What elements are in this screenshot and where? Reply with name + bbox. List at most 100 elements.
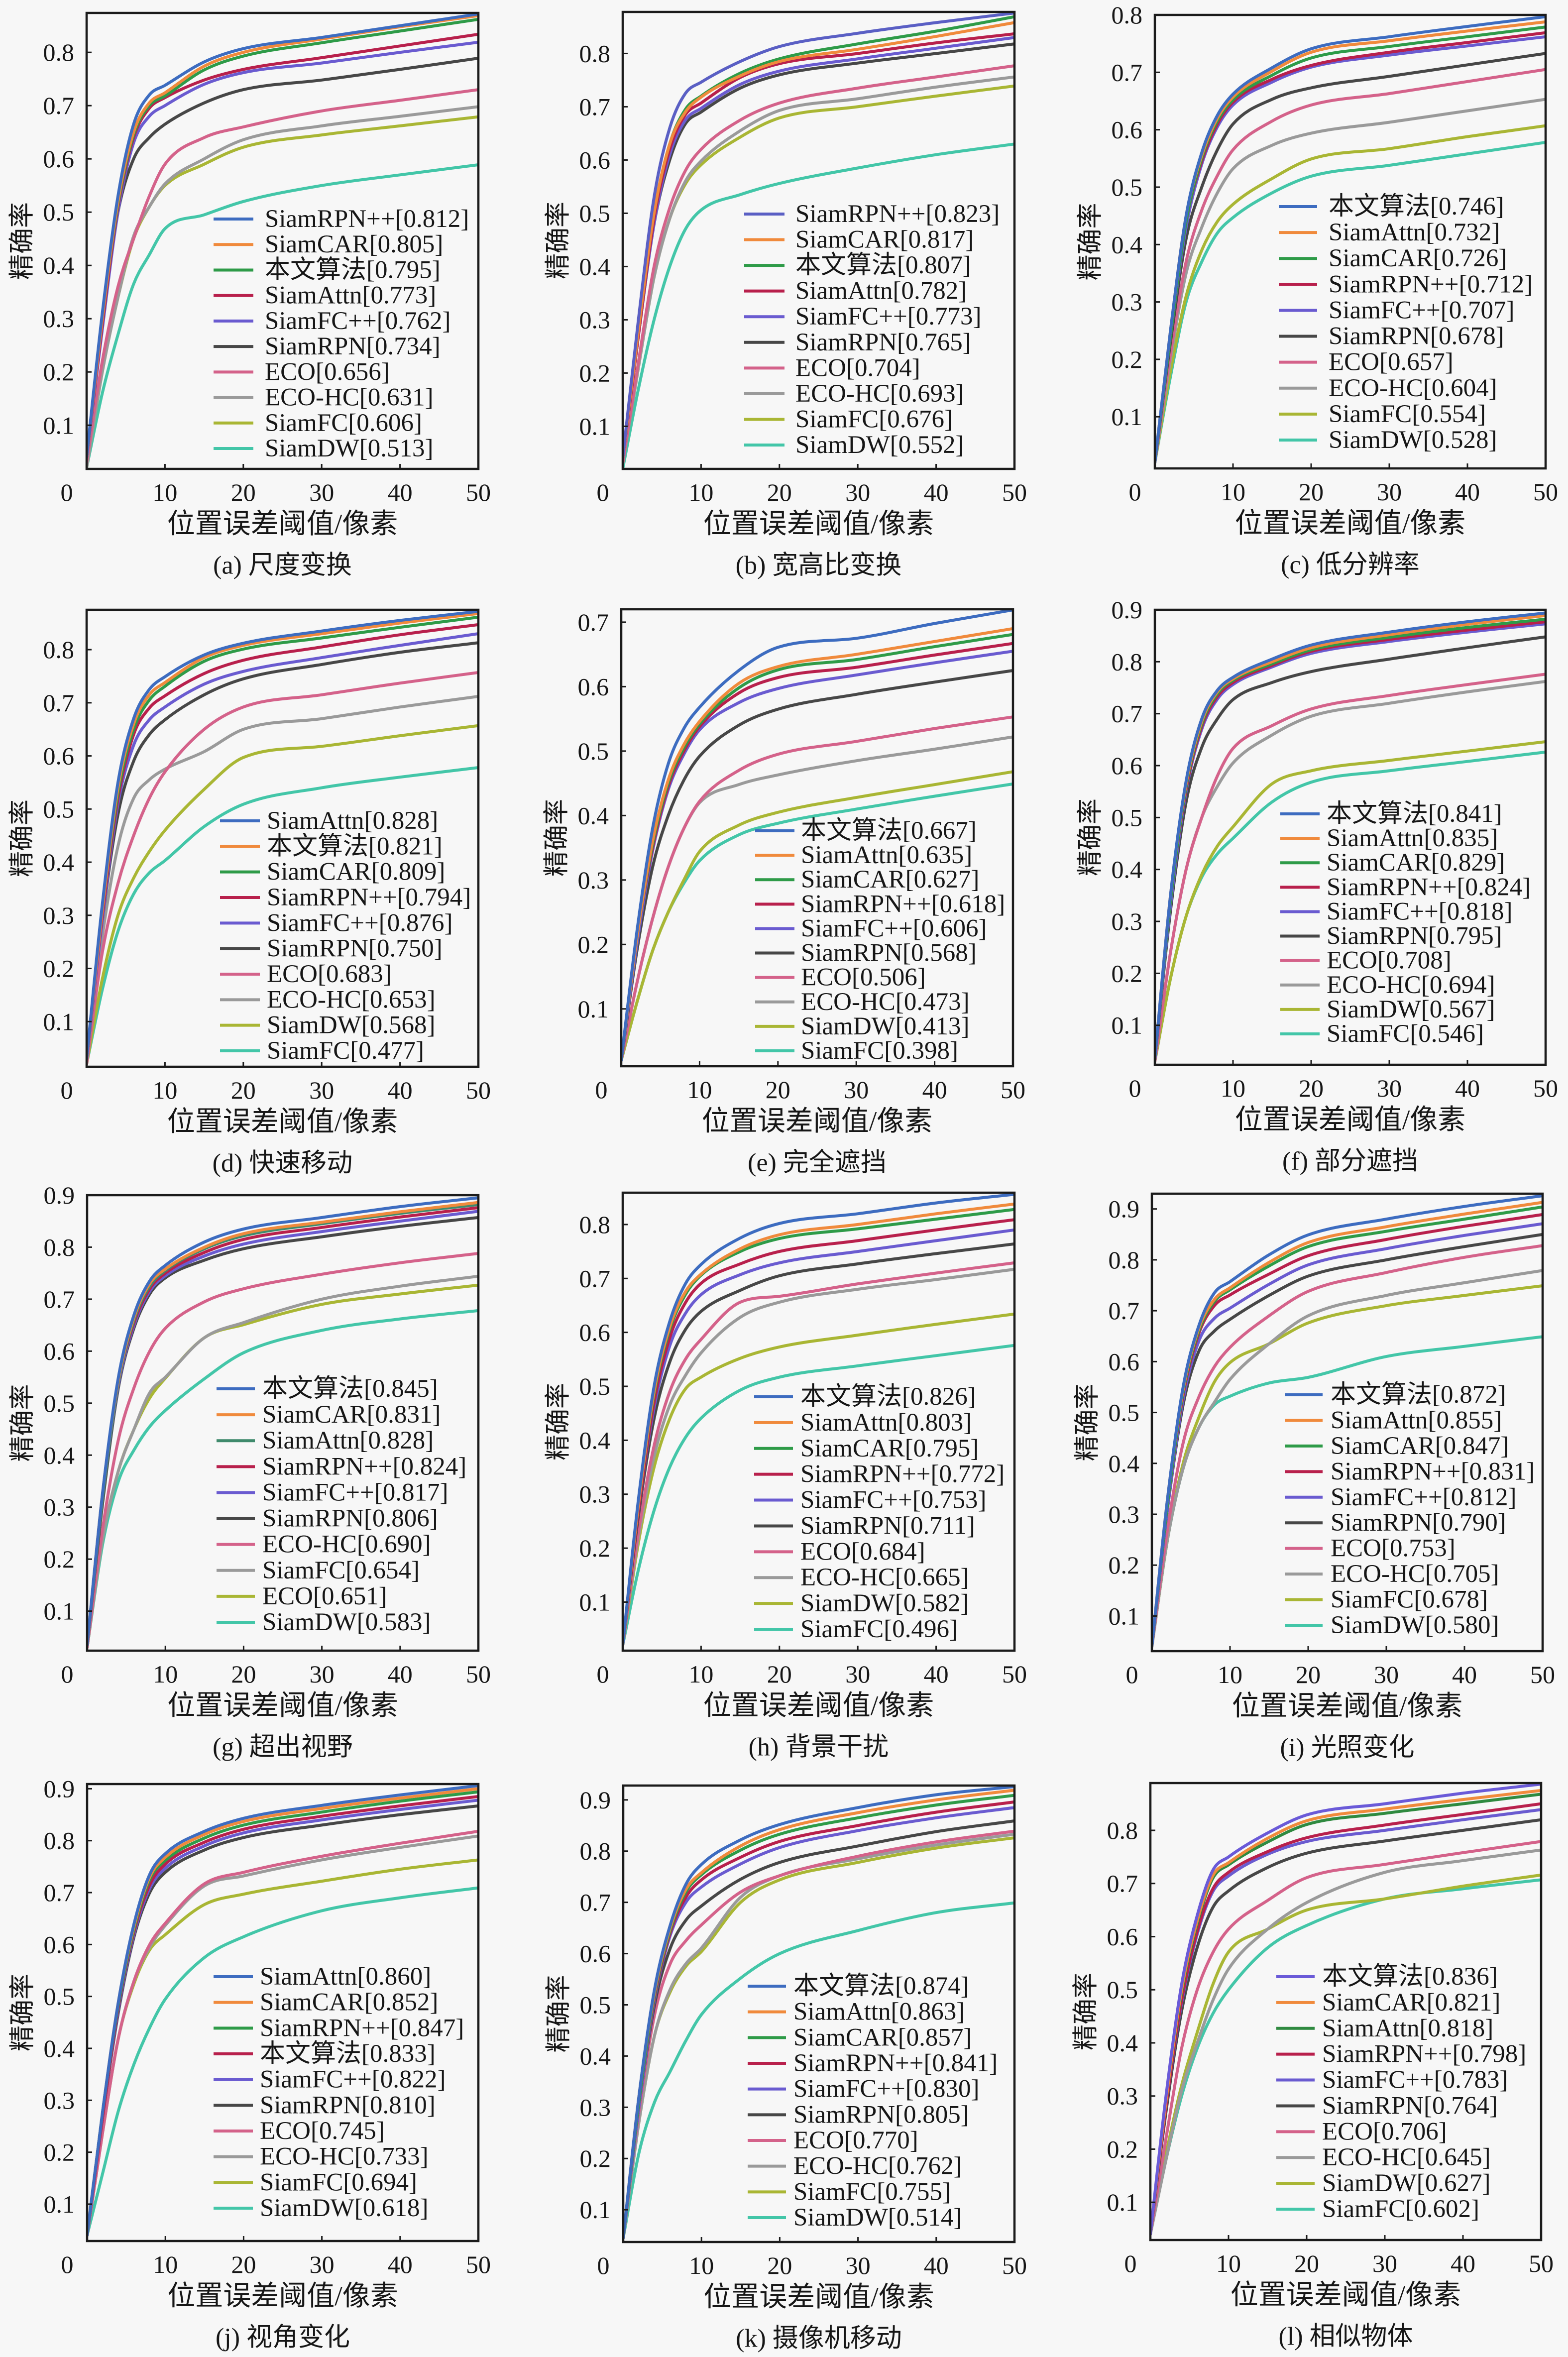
legend-label: 本文算法[0.872] <box>1331 1381 1506 1409</box>
y-tick-label: 0.1 <box>580 2196 611 2224</box>
y-tick-label: 0.3 <box>1107 2082 1138 2110</box>
y-tick-label: 0.8 <box>579 39 611 67</box>
legend-label: ECO-HC[0.631] <box>265 384 434 412</box>
legend-label: SiamFC++[0.783] <box>1322 2066 1508 2094</box>
y-tick-label: 0.8 <box>43 38 75 66</box>
y-tick-label: 0.4 <box>43 251 75 279</box>
y-tick-label: 0.1 <box>579 412 611 440</box>
x-tick-label: 40 <box>922 1076 947 1104</box>
chart-panel-i-illumination-variation: 0 10 20 30 40 50 0.1 0.2 0.3 0.4 0.5 0.6 0.7 0.8 0.9 位置… <box>1074 1192 1555 1762</box>
panel-caption: (c) 低分辨率 <box>1281 551 1420 579</box>
legend-label: SiamFC++[0.606] <box>801 914 987 942</box>
legend-item: SiamFC[0.755] <box>748 2178 951 2206</box>
legend-item: SiamRPN[0.765] <box>744 329 971 356</box>
plot-frame <box>622 1784 1016 2244</box>
x-tick-label: 0 <box>597 1660 609 1688</box>
x-axis-label: 位置误差阈值/像素 <box>703 2282 934 2313</box>
x-tick-label: 40 <box>924 1660 949 1688</box>
series-lines <box>1155 15 1546 464</box>
legend-label: SiamRPN[0.810] <box>260 2091 436 2119</box>
legend-item: 本文算法[0.795] <box>214 256 441 284</box>
legend-item: SiamRPN[0.711] <box>754 1512 975 1540</box>
series-line-siamattn <box>87 610 478 1060</box>
legend-item: 本文算法[0.807] <box>744 251 971 279</box>
legend-item: ECO[0.651] <box>217 1582 387 1610</box>
y-tick-label: 0.3 <box>579 306 611 334</box>
legend-item: SiamRPN[0.568] <box>755 939 977 967</box>
y-tick-label: 0.2 <box>43 955 75 983</box>
legend-label: ECO[0.706] <box>1322 2118 1447 2145</box>
series-line-ours <box>87 1196 478 1647</box>
x-tick-label: 20 <box>1299 478 1324 506</box>
legend-label: SiamCAR[0.809] <box>267 858 445 886</box>
y-tick-label: 0.9 <box>44 1181 75 1209</box>
x-tick-label: 50 <box>1533 478 1558 506</box>
y-tick-label: 0.4 <box>44 1441 75 1469</box>
series-lines <box>87 1196 478 1649</box>
legend-label: SiamFC[0.398] <box>801 1037 958 1065</box>
legend-item: SiamAttn[0.863] <box>748 1998 965 2026</box>
panel-caption: (d) 快速移动 <box>213 1149 353 1178</box>
legend-item: SiamRPN++[0.772] <box>754 1460 1005 1488</box>
legend-label: SiamFC++[0.707] <box>1329 296 1514 324</box>
y-tick-label: 0.2 <box>1107 2135 1138 2163</box>
legend-item: SiamFC[0.654] <box>217 1557 420 1584</box>
legend-label: ECO-HC[0.690] <box>262 1531 431 1559</box>
x-tick-label: 50 <box>1002 1660 1027 1688</box>
legend-label: SiamCAR[0.829] <box>1327 849 1505 877</box>
series-line-eco <box>623 1261 1014 1647</box>
x-tick-label: 10 <box>152 478 177 506</box>
series-lines <box>1150 1783 1541 2236</box>
series-lines <box>623 12 1014 469</box>
y-axis-label: 精确率 <box>1077 798 1105 876</box>
y-tick-label: 0.6 <box>578 673 609 700</box>
panel-caption: (e) 完全遮挡 <box>748 1149 887 1177</box>
legend-label: SiamCAR[0.847] <box>1331 1432 1509 1460</box>
series-line-siamdw <box>621 770 1013 1062</box>
x-axis-label: 位置误差阈值/像素 <box>167 2281 398 2312</box>
legend-item: 本文算法[0.872] <box>1285 1381 1506 1409</box>
legend-label: SiamFC++[0.773] <box>795 303 981 331</box>
legend-item: SiamRPN++[0.824] <box>217 1453 466 1480</box>
y-tick-label: 0.2 <box>1112 959 1143 987</box>
legend-item: SiamFC++[0.822] <box>214 2066 446 2094</box>
legend-label: SiamRPN[0.678] <box>1329 323 1504 350</box>
chart-panel-c-low-resolution: 0 10 20 30 40 50 0.1 0.2 0.3 0.4 0.5 0.6 0.7 0.8 位置误差阈… <box>1077 1 1559 579</box>
legend-item: SiamFC[0.554] <box>1279 400 1486 428</box>
x-tick-label: 0 <box>61 478 73 506</box>
legend-label: 本文算法[0.833] <box>260 2040 436 2068</box>
legend-label: ECO[0.651] <box>262 1582 387 1610</box>
y-tick-label: 0.2 <box>580 2144 611 2172</box>
series-line-siamrpn-plus-plus <box>87 13 478 459</box>
y-tick-label: 0.1 <box>1112 403 1143 431</box>
legend-item: 本文算法[0.746] <box>1279 193 1504 221</box>
x-tick-label: 50 <box>1002 478 1027 506</box>
legend-label: SiamRPN[0.795] <box>1327 922 1502 950</box>
plot-frame <box>85 11 480 470</box>
y-axis-label: 精确率 <box>545 1975 573 2052</box>
y-tick-label: 0.8 <box>580 1837 611 1865</box>
legend-item: ECO-HC[0.604] <box>1279 374 1497 402</box>
y-tick-label: 0.2 <box>43 358 75 386</box>
x-tick-label: 30 <box>844 1076 869 1104</box>
x-tick-label: 30 <box>1372 2249 1397 2277</box>
legend-label: SiamAttn[0.860] <box>260 1963 431 1991</box>
legend-item: SiamAttn[0.855] <box>1285 1406 1502 1434</box>
series-line-siamfc <box>623 1344 1014 1647</box>
series-lines <box>87 610 478 1066</box>
y-tick-label: 0.8 <box>44 1233 75 1261</box>
legend-item: 本文算法[0.833] <box>214 2040 436 2068</box>
series-lines <box>623 1786 1014 2240</box>
legend: 本文算法[0.836]SiamCAR[0.821]SiamAttn[0.818]… <box>1276 1963 1526 2223</box>
y-tick-label: 0.1 <box>1107 2188 1138 2216</box>
legend-item: ECO[0.704] <box>744 354 920 382</box>
legend-label: SiamFC[0.606] <box>265 409 422 437</box>
y-axis-label: 精确率 <box>9 1384 37 1461</box>
x-tick-label: 0 <box>595 1076 608 1104</box>
legend-label: SiamFC++[0.822] <box>260 2066 446 2094</box>
series-line-siamfc <box>87 766 478 1066</box>
legend-label: SiamFC++[0.830] <box>793 2075 979 2103</box>
legend-item: SiamRPN[0.764] <box>1276 2092 1498 2120</box>
series-line-eco-hc <box>1152 1269 1543 1648</box>
legend-item: SiamAttn[0.860] <box>214 1963 431 1991</box>
